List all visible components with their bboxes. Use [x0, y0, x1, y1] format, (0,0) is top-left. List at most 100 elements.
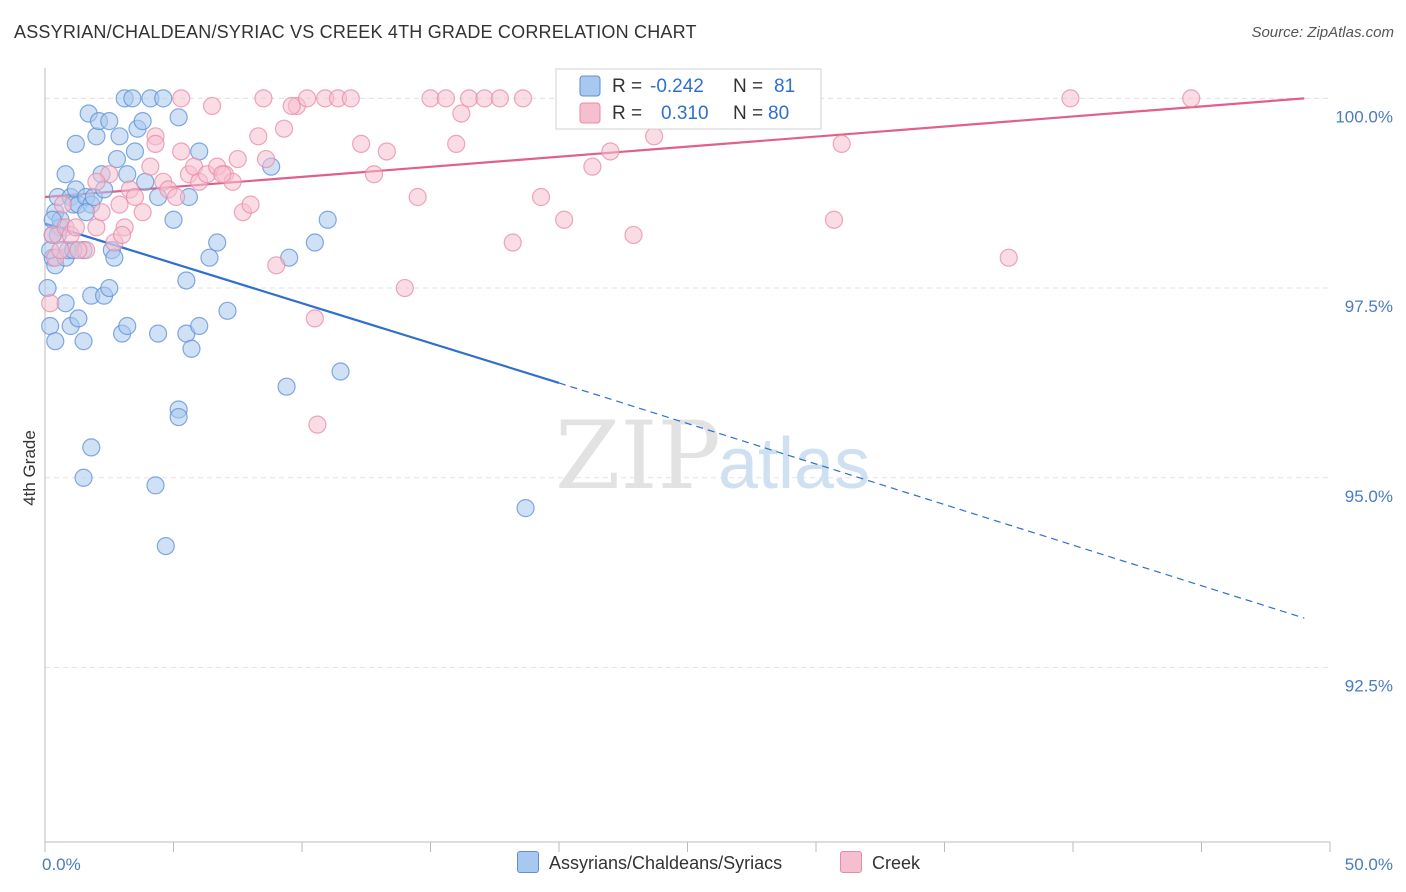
pink-point-57 [555, 210, 574, 229]
pink-point-40 [305, 309, 324, 328]
y-tick-label-3: 92.5% [1345, 676, 1393, 695]
blue-point-62 [118, 316, 137, 336]
pink-point-79 [282, 96, 301, 116]
legend-swatch-blue [579, 75, 601, 97]
blue-trend-line [44, 222, 560, 384]
pink-point-22 [172, 142, 191, 161]
blue-point-79 [77, 203, 96, 222]
pink-point-45 [377, 142, 396, 161]
pink-point-56 [531, 187, 551, 207]
legend-n-label-1: N = [733, 76, 763, 97]
blue-point-8 [56, 165, 75, 184]
series1-swatch [517, 851, 539, 873]
blue-point-75 [516, 499, 535, 518]
blue-point-71 [82, 438, 101, 457]
blue-point-67 [277, 377, 296, 396]
blue-point-66 [182, 339, 201, 358]
blue-point-46 [208, 233, 227, 252]
bottom-legend-series2: Creek [840, 851, 920, 874]
series2-swatch [840, 851, 862, 873]
pink-point-34 [249, 127, 268, 146]
pink-point-72 [452, 104, 471, 123]
legend-r-label-2: R = [612, 103, 642, 124]
pink-point-43 [352, 134, 371, 153]
pink-point-73 [146, 134, 165, 153]
pink-point-21 [166, 187, 186, 207]
blue-point-72 [74, 468, 93, 487]
data-points [38, 89, 1201, 556]
pink-trend-line [44, 97, 1305, 199]
legend-r-label-1: R = [612, 76, 642, 97]
pink-point-37 [274, 119, 294, 138]
legend-n-value-1: 81 [774, 76, 795, 97]
blue-point-32 [123, 89, 142, 108]
watermark-atlas: atlas [718, 424, 870, 504]
blue-point-74 [156, 536, 175, 556]
pink-point-69 [172, 89, 191, 108]
pink-point-77 [112, 225, 132, 245]
series2-label: Creek [872, 853, 921, 873]
pink-point-63 [824, 210, 844, 229]
blue-point-28 [107, 149, 127, 169]
pink-point-59 [601, 142, 620, 161]
watermark: ZIP atlas [555, 402, 870, 511]
y-tick-label-0: 100.0% [1335, 107, 1393, 126]
axes: 100.0% 97.5% 95.0% 92.5% 0.0% 50.0% [42, 68, 1393, 874]
pink-point-8 [87, 218, 106, 237]
blue-trend-extension [558, 382, 1305, 619]
pink-point-35 [256, 149, 276, 169]
pink-point-50 [447, 134, 466, 153]
pink-point-48 [421, 89, 440, 108]
legend-n-value-2: 80 [768, 103, 789, 124]
pink-point-70 [254, 89, 273, 108]
pink-point-52 [475, 89, 494, 108]
blue-point-57 [74, 332, 93, 351]
pink-point-6 [66, 218, 85, 237]
blue-point-45 [200, 248, 219, 267]
pink-point-54 [503, 233, 522, 252]
legend-n-label-2: N = [733, 103, 763, 124]
blue-point-52 [41, 316, 60, 336]
pink-point-64 [832, 134, 851, 153]
pink-point-55 [513, 89, 533, 108]
pink-point-12 [110, 195, 129, 214]
blue-point-47 [218, 301, 237, 320]
pink-point-27 [202, 96, 222, 116]
blue-point-25 [100, 112, 119, 131]
series1-label: Assyrians/Chaldeans/Syriacs [549, 853, 783, 873]
blue-point-33 [125, 142, 145, 161]
blue-point-70 [169, 407, 188, 427]
watermark-zip: ZIP [555, 402, 721, 511]
blue-point-40 [164, 210, 183, 229]
blue-point-68 [331, 362, 350, 381]
blue-point-50 [305, 233, 324, 252]
pink-point-67 [1182, 89, 1201, 108]
pink-point-3 [51, 241, 70, 260]
x-tick-label-left: 0.0% [42, 855, 81, 874]
bottom-legend-series1: Assyrians/Chaldeans/Syriacs [517, 851, 782, 874]
pink-point-76 [53, 195, 73, 214]
pink-point-39 [298, 89, 317, 108]
pink-point-61 [644, 127, 664, 146]
x-tick-label-right: 50.0% [1345, 855, 1393, 874]
y-tick-label-2: 95.0% [1345, 487, 1393, 506]
legend-swatch-pink [579, 102, 601, 124]
pink-point-9 [92, 203, 111, 222]
pink-point-53 [490, 89, 509, 108]
blue-point-29 [110, 127, 129, 146]
legend-r-value-2: 0.310 [661, 103, 709, 124]
blue-point-44 [190, 142, 209, 161]
blue-point-54 [56, 294, 75, 313]
blue-point-63 [148, 324, 168, 343]
blue-point-0 [38, 278, 57, 298]
pink-point-44 [364, 165, 384, 184]
blue-point-73 [146, 476, 165, 495]
blue-point-41 [169, 108, 188, 127]
pink-point-66 [1061, 89, 1080, 108]
chart-title: ASSYRIAN/CHALDEAN/SYRIAC VS CREEK 4TH GR… [14, 22, 697, 42]
blue-point-27 [105, 248, 124, 267]
blue-point-39 [154, 89, 173, 108]
pink-point-65 [999, 248, 1018, 267]
blue-point-43 [177, 271, 196, 290]
